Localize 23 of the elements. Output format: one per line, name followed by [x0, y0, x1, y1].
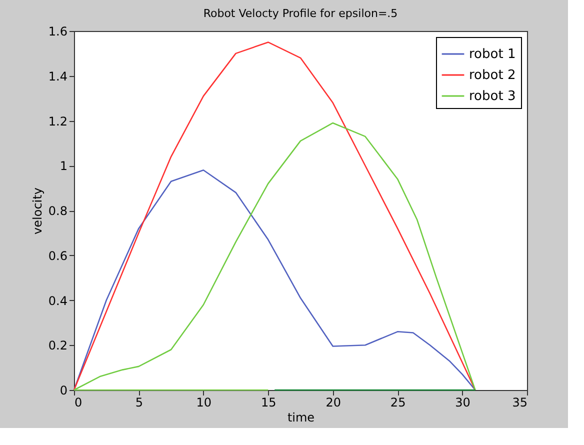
y-tick-label: 0.2	[48, 338, 68, 353]
x-tick-label: 30	[455, 396, 470, 410]
legend-label: robot 2	[469, 68, 516, 83]
y-tick-label: 1	[60, 159, 68, 174]
y-axis-title: velocity	[30, 188, 44, 234]
x-tick-label: 25	[390, 396, 406, 410]
y-tick-label: 1.2	[48, 114, 68, 128]
y-tick-label: 1.4	[48, 69, 68, 84]
y-tick-label: 0	[60, 384, 68, 398]
x-axis-title: time	[287, 410, 315, 424]
legend-label: robot 1	[469, 47, 516, 62]
legend-label: robot 3	[469, 89, 516, 104]
y-tick-label: 0.6	[48, 248, 68, 263]
chart-title: Robot Velocty Profile for epsilon=.5	[203, 7, 398, 20]
x-tick-label: 10	[196, 396, 212, 410]
y-tick-label: 1.6	[48, 24, 68, 38]
y-tick-label: 0.8	[48, 204, 68, 218]
y-tick-label: 0.4	[48, 294, 68, 308]
x-tick-label: 20	[326, 396, 341, 410]
x-tick-label: 0	[74, 396, 82, 410]
x-tick-label: 15	[261, 396, 276, 410]
x-tick-label: 35	[512, 396, 528, 410]
x-tick-label: 5	[135, 396, 144, 410]
